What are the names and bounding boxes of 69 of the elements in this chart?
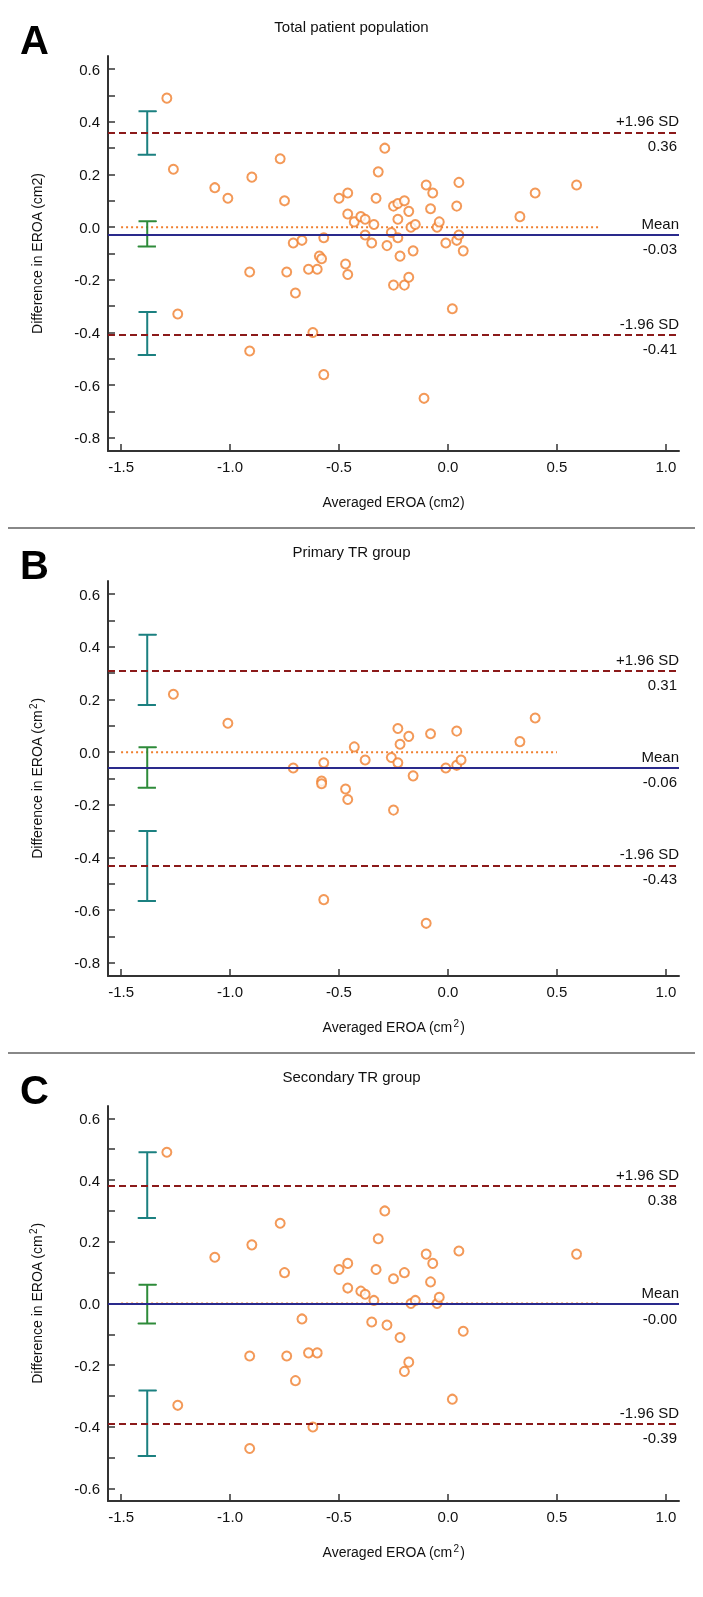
x-tick-label: 0.5 xyxy=(546,983,568,1000)
annotation: -0.41 xyxy=(642,340,677,358)
x-tick-label: -1.0 xyxy=(217,1508,243,1525)
x-tick-label: -0.5 xyxy=(326,458,352,475)
ref-line-label: -1.96 SD xyxy=(619,1403,680,1421)
x-tick-label: 0.0 xyxy=(437,1508,459,1525)
y-tick-label: 0.0 xyxy=(79,218,100,236)
x-tick-label: 1.0 xyxy=(655,983,677,1000)
y-tick-label: -0.6 xyxy=(74,376,100,394)
ref-line-label: Mean xyxy=(641,1283,679,1301)
ref-line-label: Mean xyxy=(641,215,679,233)
annotation: 0.38 xyxy=(647,1191,677,1209)
ref-line-label: +1.96 SD xyxy=(616,650,680,668)
x-tick-label: 0.5 xyxy=(546,458,568,475)
y-tick-label: 0.2 xyxy=(79,166,100,183)
x-tick-label: 1.0 xyxy=(655,458,677,475)
x-tick-label: -1.5 xyxy=(108,983,135,1000)
x-tick-label: -0.5 xyxy=(326,1508,352,1525)
y-tick-label: 0.0 xyxy=(79,1295,100,1312)
y-axis-title: Difference in EROA (cm2) xyxy=(28,697,45,859)
annotation: -0.00 xyxy=(642,1309,677,1327)
x-axis-title: Averaged EROA (cm2) xyxy=(322,494,465,510)
x-tick-label: -1.0 xyxy=(217,458,243,475)
y-tick-label: -0.8 xyxy=(74,954,100,972)
y-tick-label: -0.4 xyxy=(74,1418,100,1436)
chart-title: Total patient population xyxy=(274,18,429,35)
x-tick-label: -1.5 xyxy=(108,458,135,475)
chart-title: Secondary TR group xyxy=(282,1068,421,1085)
x-tick-label: 0.5 xyxy=(546,1508,568,1525)
y-axis-title: Difference in EROA (cm2) xyxy=(28,1222,45,1384)
x-tick-label: 0.0 xyxy=(437,983,459,1000)
chart-title: Primary TR group xyxy=(292,543,411,560)
x-tick-label: -1.5 xyxy=(108,1508,135,1525)
text: B xyxy=(20,543,49,587)
x-tick-label: -1.0 xyxy=(217,983,243,1000)
x-tick-label: 1.0 xyxy=(655,1508,677,1525)
text: C xyxy=(20,1068,49,1112)
y-tick-label: -0.2 xyxy=(74,271,100,289)
annotation: -0.06 xyxy=(642,772,677,790)
annotation: 0.31 xyxy=(647,675,677,693)
y-tick-label: 0.6 xyxy=(79,1109,100,1127)
ref-line-label: -1.96 SD xyxy=(619,845,680,863)
y-tick-label: 0.2 xyxy=(79,691,100,708)
y-tick-label: 0.0 xyxy=(79,743,100,761)
annotation: -0.39 xyxy=(642,1428,677,1446)
ref-line-label: -1.96 SD xyxy=(619,315,680,333)
annotation: -0.03 xyxy=(642,240,677,258)
y-tick-label: -0.4 xyxy=(74,849,100,866)
x-tick-label: -0.5 xyxy=(326,983,352,1000)
y-axis-title: Difference in EROA (cm2) xyxy=(29,173,45,334)
y-tick-label: 0.4 xyxy=(79,113,100,131)
y-tick-label: -0.4 xyxy=(74,324,100,341)
x-tick-label: 0.0 xyxy=(437,458,459,475)
ref-line-label: Mean xyxy=(641,747,679,765)
y-tick-label: 0.2 xyxy=(79,1233,100,1251)
ref-line-label: +1.96 SD xyxy=(616,112,680,130)
y-tick-label: -0.6 xyxy=(74,1480,100,1498)
y-tick-label: -0.2 xyxy=(74,796,100,814)
y-tick-label: 0.4 xyxy=(79,1171,100,1189)
y-tick-label: 0.4 xyxy=(79,638,100,656)
y-tick-label: 0.6 xyxy=(79,60,100,78)
ref-line-label: +1.96 SD xyxy=(616,1166,680,1184)
y-tick-label: 0.6 xyxy=(79,585,100,603)
y-tick-label: -0.6 xyxy=(74,901,100,919)
text: A xyxy=(20,18,49,62)
annotation: 0.36 xyxy=(647,137,677,155)
y-tick-label: -0.8 xyxy=(74,429,100,447)
annotation: -0.43 xyxy=(642,870,677,888)
y-tick-label: -0.2 xyxy=(74,1356,100,1374)
